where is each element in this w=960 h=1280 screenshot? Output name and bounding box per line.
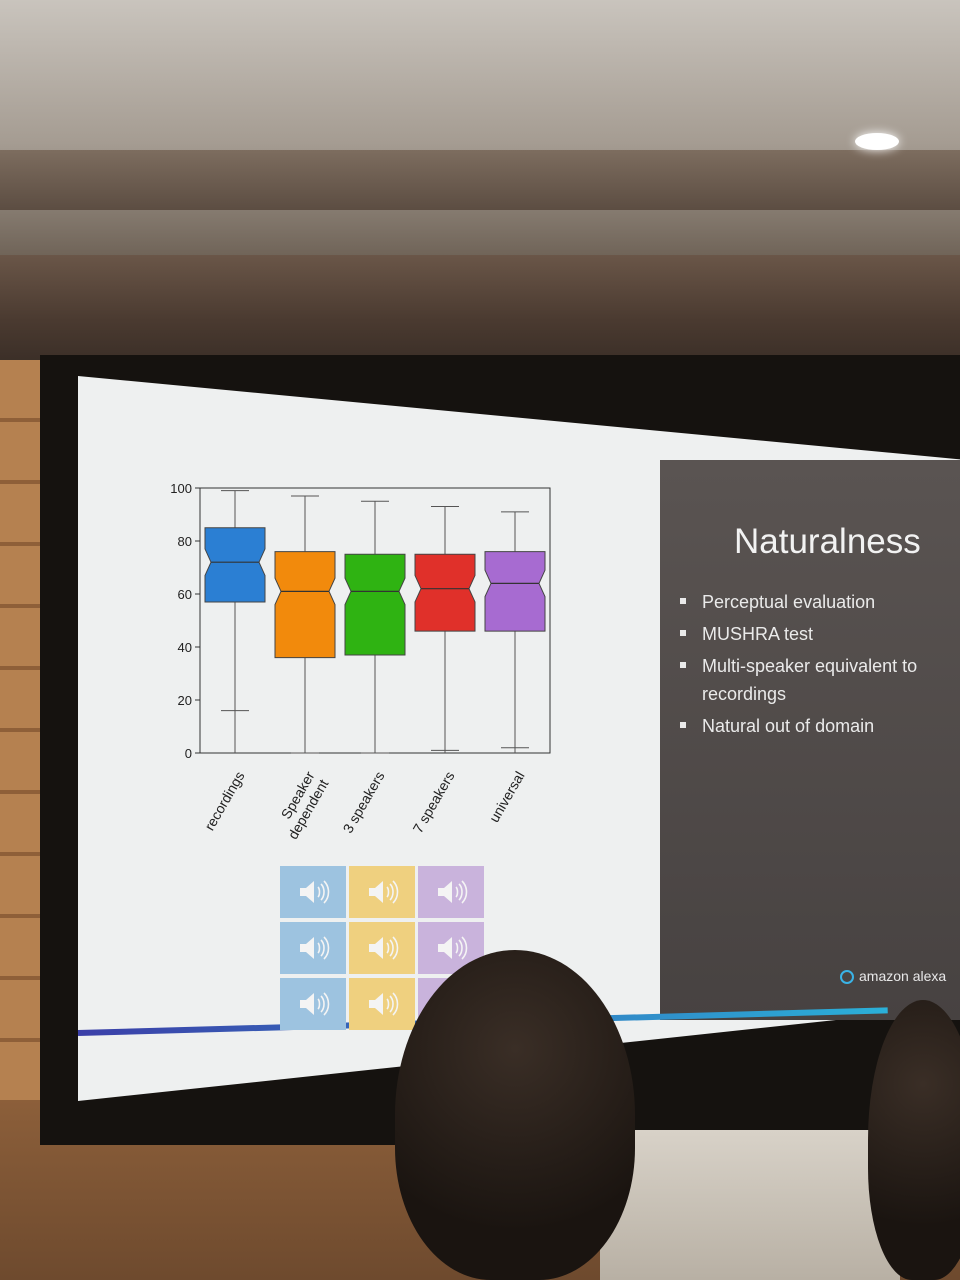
speaker-icon bbox=[300, 936, 330, 960]
y-tick-label: 40 bbox=[178, 640, 192, 655]
y-tick-label: 60 bbox=[178, 587, 192, 602]
audio-sample-button[interactable] bbox=[349, 866, 415, 918]
box bbox=[344, 553, 406, 656]
audio-sample-button[interactable] bbox=[280, 978, 346, 1030]
y-tick-label: 0 bbox=[185, 746, 192, 761]
alexa-ring-icon bbox=[840, 970, 854, 985]
speaker-icon bbox=[369, 992, 399, 1016]
desk bbox=[600, 1130, 900, 1280]
speaker-icon bbox=[438, 936, 468, 960]
bullet-text: Multi-speaker equivalent to recordings bbox=[702, 656, 918, 704]
box bbox=[204, 527, 266, 603]
box bbox=[414, 553, 476, 632]
x-tick-label: universal bbox=[486, 769, 528, 826]
audio-sample-button[interactable] bbox=[349, 922, 415, 974]
box bbox=[274, 551, 336, 659]
ceiling bbox=[0, 0, 960, 260]
audio-sample-button[interactable] bbox=[280, 922, 346, 974]
bullet-item: Multi-speaker equivalent to recordings bbox=[680, 652, 950, 708]
slide-sidebar bbox=[660, 460, 960, 1020]
speaker-icon bbox=[369, 880, 399, 904]
y-tick-label: 80 bbox=[178, 534, 192, 549]
bullet-item: Natural out of domain bbox=[680, 712, 950, 740]
bullet-item: Perceptual evaluation bbox=[680, 588, 950, 616]
x-tick-label: 3 speakers bbox=[339, 769, 387, 836]
x-tick-label: recordings bbox=[201, 769, 248, 834]
speaker-icon bbox=[300, 992, 330, 1016]
bullet-text: Perceptual evaluation bbox=[702, 592, 876, 612]
ceiling-band bbox=[0, 150, 960, 210]
speaker-icon bbox=[300, 880, 330, 904]
audio-sample-button[interactable] bbox=[349, 978, 415, 1030]
brand-logo: amazon alexa bbox=[840, 968, 947, 985]
audio-sample-button[interactable] bbox=[418, 866, 484, 918]
x-tick-label: 7 speakers bbox=[409, 769, 457, 836]
box bbox=[484, 551, 546, 632]
ceiling-light bbox=[855, 133, 899, 150]
x-tick-label: Speakerdependent bbox=[271, 768, 332, 842]
box-plot-chart: 0 20 40 60 80 100 recordings Speakerdependent 3 … bbox=[170, 481, 551, 842]
bullet-list: Perceptual evaluation MUSHRA test Multi-… bbox=[680, 588, 950, 744]
brand-text: amazon alexa bbox=[859, 968, 947, 984]
speaker-icon bbox=[369, 936, 399, 960]
bullet-item: MUSHRA test bbox=[680, 620, 950, 648]
audio-sample-button[interactable] bbox=[280, 866, 346, 918]
audience-head bbox=[868, 1000, 960, 1280]
y-tick-label: 20 bbox=[178, 693, 192, 708]
bullet-text: MUSHRA test bbox=[702, 624, 814, 644]
ceiling-beam bbox=[0, 255, 960, 365]
audience-head bbox=[395, 950, 635, 1280]
wood-wall-left bbox=[0, 360, 40, 1160]
y-tick-label: 100 bbox=[170, 481, 192, 496]
slide-title: Naturalness bbox=[734, 522, 921, 561]
speaker-icon bbox=[438, 880, 468, 904]
bullet-text: Natural out of domain bbox=[702, 716, 875, 736]
